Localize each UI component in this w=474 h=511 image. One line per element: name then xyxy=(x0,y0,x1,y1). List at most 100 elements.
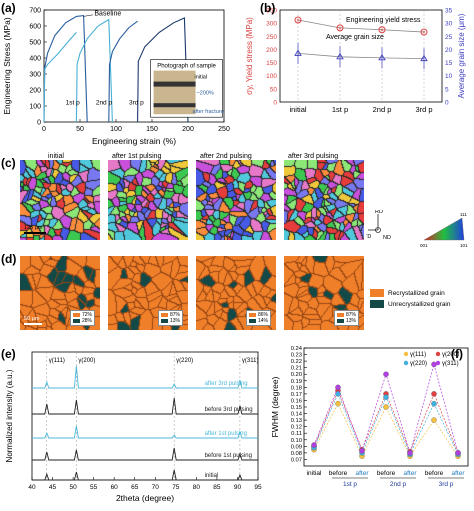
legend-label-f: γ(111) xyxy=(410,352,426,358)
y-tick-label-a: 700 xyxy=(29,8,41,15)
inset-title: Photograph of sample xyxy=(157,64,216,70)
fraction-box-2: 86% 14% xyxy=(246,310,272,326)
fwhm-point xyxy=(431,391,437,397)
y-axis-left-label-b: σy, Yield stress (MPa) xyxy=(245,17,254,95)
y-tick-label-f: 0.07 xyxy=(291,457,302,463)
fwhm-line xyxy=(313,389,459,454)
plot-frame-b xyxy=(279,9,443,103)
ipf-map-initial xyxy=(20,160,100,240)
curve-a-4 xyxy=(137,17,189,123)
point-grain xyxy=(294,49,302,56)
inset-label-initial: initial xyxy=(195,75,208,81)
y-tick-left-b: 50 xyxy=(270,86,278,93)
y-tick-label-a: 600 xyxy=(29,24,41,31)
group-label-f: 1st p xyxy=(343,481,357,488)
x-tick-label-b: 1st p xyxy=(332,105,348,114)
y-tick-label-f: 0.21 xyxy=(291,366,302,372)
y-tick-label-a: 300 xyxy=(29,72,41,79)
fwhm-point xyxy=(431,361,437,368)
y-tick-label-a: 200 xyxy=(29,88,41,95)
panel-c: (c) initial after 1st pulsing after 2nd … xyxy=(0,150,474,248)
xrd-trace xyxy=(32,469,258,481)
x-axis-label-e: 2theta (degree) xyxy=(116,493,174,503)
y-tick-left-b: 250 xyxy=(266,34,277,41)
scale-bar-c xyxy=(24,232,46,234)
x-tick-label-e: 45 xyxy=(49,484,57,491)
x-tick-label-e: 60 xyxy=(111,484,119,491)
fraction-r-1: 87% xyxy=(170,312,181,318)
y-tick-label-f: 0.17 xyxy=(291,392,302,398)
y-tick-label-f: 0.08 xyxy=(291,451,302,457)
fwhm-point xyxy=(311,442,317,448)
fraction-u-2: 14% xyxy=(258,318,269,324)
x-tick-label-f: before xyxy=(377,470,396,477)
x-tick-label-a: 100 xyxy=(110,126,122,133)
annot-arrow-baseline xyxy=(83,14,94,17)
chart-f: 0.070.080.090.100.110.120.130.140.150.16… xyxy=(270,346,469,488)
ipf-101: 101 xyxy=(460,243,468,248)
legend-label-recryst: Recrystallized grain xyxy=(388,290,445,297)
y-tick-right-b: 10 xyxy=(445,73,453,80)
group-label-f: 3rd p xyxy=(439,481,454,488)
chart-b: initial 1st p 2nd p 3rd p050100150200250300… xyxy=(245,8,466,115)
scale-bar-d xyxy=(24,323,42,325)
fwhm-point xyxy=(335,400,341,407)
line-yield xyxy=(297,19,425,33)
x-tick-label-e: 95 xyxy=(254,484,262,491)
x-tick-label-a: 150 xyxy=(146,126,158,133)
axis-nd xyxy=(375,227,381,233)
fraction-u-3: 13% xyxy=(346,318,357,324)
line-grain xyxy=(297,52,425,60)
y-tick-right-b: 20 xyxy=(445,47,453,54)
x-tick-label-b: 2nd p xyxy=(373,105,392,114)
x-axis-label-a: Engineering strain (%) xyxy=(92,136,176,146)
plot-frame-e xyxy=(31,351,259,481)
panel-b: (b) initial 1st p 2nd p 3rd p 0 50 100 150 200 25… xyxy=(238,0,474,160)
curve-a-3 xyxy=(108,20,138,123)
fraction-u-1: 13% xyxy=(170,318,181,324)
y-tick-left-b: 0 xyxy=(273,100,277,107)
annot-grain: Average grain size xyxy=(326,34,384,41)
y-tick-right-b: 30 xyxy=(445,21,453,28)
fraction-box-1: 87% 13% xyxy=(158,310,184,326)
ipf-triangle xyxy=(423,217,465,241)
point-yield xyxy=(294,16,302,24)
y-tick-label-f: 0.22 xyxy=(291,359,302,365)
x-tick-label-e: 65 xyxy=(131,484,139,491)
x-tick-label-f: after xyxy=(355,470,369,477)
fwhm-point xyxy=(431,417,437,423)
y-axis-right-label-b: Average grain size (μm) xyxy=(457,13,466,98)
x-tick-label-a: 250 xyxy=(218,126,230,133)
xrd-trace-label: before 3rd pulsing xyxy=(205,407,253,413)
xrd-trace-label: before 1st pulsing xyxy=(205,453,252,459)
y-tick-label-f: 0.16 xyxy=(291,398,302,404)
xrd-trace-label: initial xyxy=(205,473,219,479)
fraction-u-0: 28% xyxy=(82,318,93,324)
fraction-r-3: 87% xyxy=(346,312,357,318)
map-c-label-3: after 3rd pulsing xyxy=(288,153,339,160)
scale-label-d: 50 μm xyxy=(24,316,40,322)
annot-yield: Engineering yield stress xyxy=(346,17,421,24)
y-tick-right-b: 25 xyxy=(445,34,453,41)
panel-e: (e) 40 45 50 55 60 65 70 75 80 85 90 95 2theta (degr… xyxy=(0,336,266,506)
y-tick-left-b: 350 xyxy=(266,8,277,15)
y-tick-left-b: 200 xyxy=(266,47,277,54)
y-tick-right-b: 15 xyxy=(445,60,453,67)
label-td: TD xyxy=(366,234,371,240)
y-tick-left-b: 300 xyxy=(266,21,277,28)
annot-baseline: Baseline xyxy=(94,11,121,18)
fwhm-point xyxy=(335,391,341,397)
point-yield xyxy=(420,28,428,36)
point-yield-x: × xyxy=(296,18,300,24)
legend-swatch-recryst xyxy=(370,289,384,298)
fwhm-point xyxy=(359,448,365,454)
y-tick-label-f: 0.23 xyxy=(291,353,302,359)
y-tick-label-a: 500 xyxy=(29,40,41,47)
ipf-key: RD TD ND 001 101 111 xyxy=(366,210,468,248)
y-tick-label-f: 0.18 xyxy=(291,385,302,391)
xrd-trace xyxy=(32,365,258,389)
legend-swatch-f xyxy=(403,351,409,357)
panel-label-d: (d) xyxy=(1,252,17,266)
x-tick-label-b: initial xyxy=(289,105,306,114)
label-rd: RD xyxy=(375,210,383,215)
